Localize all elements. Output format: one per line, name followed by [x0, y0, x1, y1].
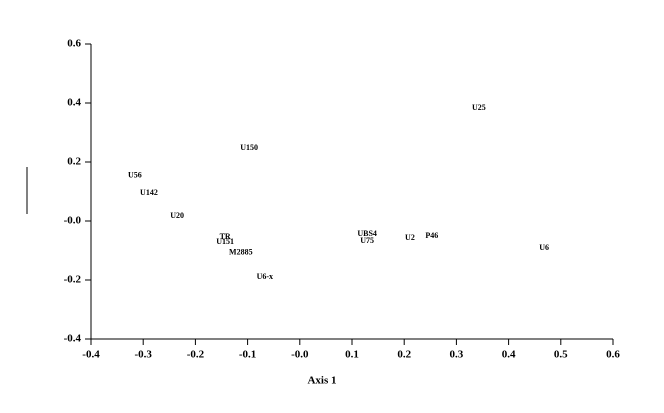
point-label: U151 — [216, 237, 234, 246]
x-tick-label: 0.4 — [502, 349, 516, 361]
x-tick-label: 0.2 — [397, 349, 411, 361]
x-tick-label: -0.1 — [239, 349, 256, 361]
point-label: U56 — [128, 171, 142, 180]
x-tick-label: 0.5 — [554, 349, 568, 361]
point-label: U75 — [360, 236, 374, 245]
point-label: U6-x — [257, 272, 273, 281]
x-tick-label: -0.0 — [291, 349, 309, 361]
y-tick-label: -0.0 — [64, 215, 82, 227]
point-label: U2 — [405, 233, 415, 242]
y-tick-label: 0.2 — [67, 156, 81, 168]
point-label: M2885 — [229, 248, 253, 257]
y-tick-label: -0.2 — [64, 274, 82, 286]
point-label: UBS4 — [357, 229, 377, 238]
point-label: U25 — [472, 103, 486, 112]
x-tick-label: 0.3 — [450, 349, 464, 361]
point-label: U20 — [170, 211, 184, 220]
point-label: U150 — [240, 143, 258, 152]
point-label: U6 — [539, 243, 549, 252]
x-tick-label: 0.6 — [606, 349, 620, 361]
x-tick-label: -0.3 — [134, 349, 152, 361]
point-label: P46 — [425, 231, 438, 240]
point-label: U142 — [140, 188, 158, 197]
point-label: TR — [220, 232, 231, 241]
y-tick-label: 0.6 — [67, 38, 81, 50]
x-axis-label: Axis 1 — [307, 375, 336, 387]
y-tick-label: 0.4 — [67, 97, 81, 109]
y-tick-label: -0.4 — [64, 333, 82, 345]
x-tick-label: -0.4 — [82, 349, 100, 361]
x-tick-label: 0.1 — [345, 349, 359, 361]
x-tick-label: -0.2 — [187, 349, 205, 361]
